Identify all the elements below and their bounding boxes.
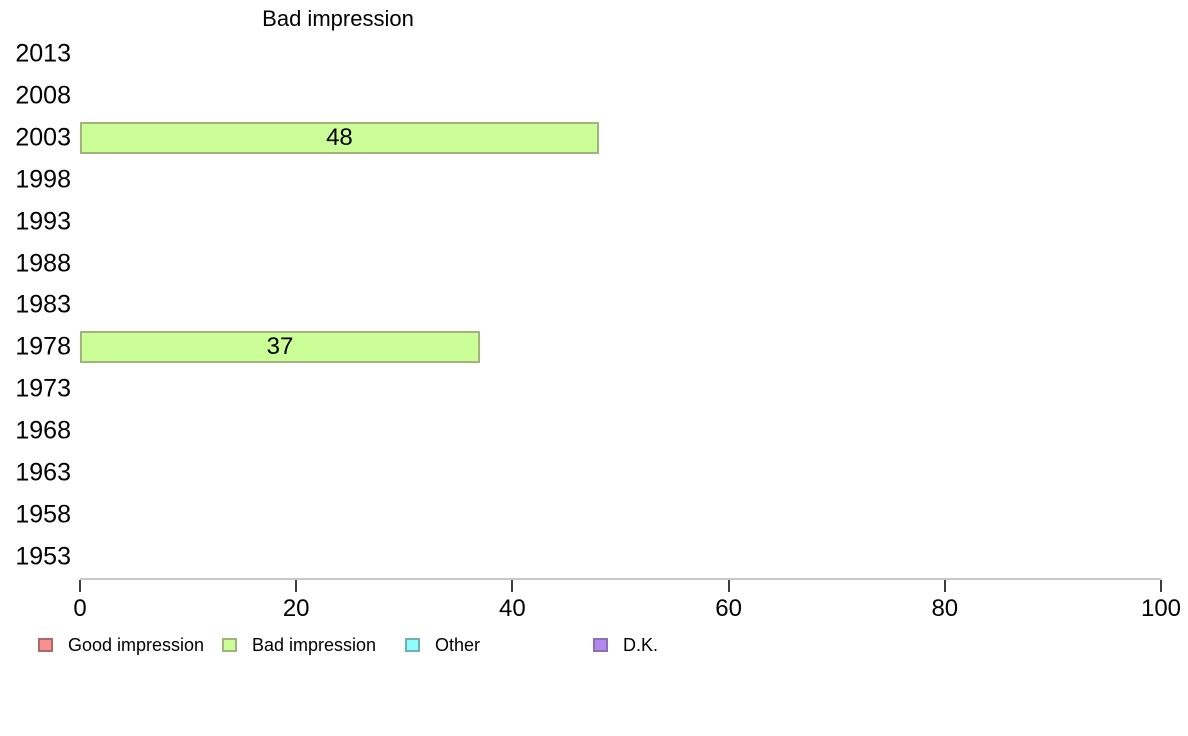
x-axis-tick-label: 60 — [715, 595, 742, 622]
legend-swatch-icon — [593, 638, 608, 652]
legend-item: Bad impression — [222, 634, 376, 656]
y-axis-label: 1963 — [15, 458, 71, 487]
legend-swatch-icon — [405, 638, 420, 652]
x-axis-tick — [295, 580, 298, 592]
chart-row: 1968 — [15, 410, 1161, 452]
x-axis: 0 20 40 60 80 100 — [73, 578, 1181, 622]
y-axis-label: 1973 — [15, 374, 71, 403]
legend-item: Other — [405, 634, 480, 656]
x-axis-tick-label: 20 — [282, 595, 310, 622]
chart-row: 1953 — [15, 536, 1161, 578]
bar-2003: 48 — [80, 121, 599, 154]
y-axis-label: 1983 — [15, 290, 71, 319]
y-axis-label: 1988 — [15, 249, 71, 278]
y-axis-label: 1993 — [15, 207, 71, 236]
x-axis-tick — [943, 580, 946, 592]
chart-row: 1958 — [15, 494, 1161, 536]
x-axis-tick — [511, 580, 514, 592]
chart-row: 1983 — [15, 285, 1161, 327]
y-axis-label: 2013 — [15, 39, 71, 68]
x-axis-tick-label: 100 — [1140, 595, 1182, 622]
legend-label: Bad impression — [252, 634, 377, 655]
legend-item: Good impression — [38, 634, 204, 656]
chart-row: 1998 — [15, 159, 1161, 201]
bar-value-label: 48 — [326, 123, 353, 151]
y-axis-label: 1953 — [15, 542, 71, 571]
legend-label: Other — [435, 634, 481, 655]
legend-label: Good impression — [68, 634, 205, 655]
legend-label: D.K. — [623, 634, 659, 655]
x-axis-tick-label: 80 — [931, 595, 959, 622]
y-axis-label: 2003 — [15, 123, 71, 152]
chart-row: 1988 — [15, 243, 1161, 285]
legend: Good impression Bad impression Other D.K. — [0, 634, 1188, 658]
legend-item: D.K. — [593, 634, 658, 656]
x-axis-tick — [79, 580, 81, 592]
chart-row: 2003 48 — [15, 117, 1161, 159]
chart-row: 1973 — [15, 368, 1161, 410]
x-axis-tick — [727, 580, 730, 592]
y-axis-label: 2008 — [15, 81, 71, 110]
chart-row: 1978 37 — [15, 326, 1161, 368]
legend-swatch-icon — [38, 638, 53, 652]
y-axis-label: 1958 — [15, 500, 71, 529]
chart-row: 2013 — [15, 33, 1161, 75]
chart-row: 2008 — [15, 75, 1161, 117]
y-axis-label: 1968 — [15, 416, 71, 445]
chart-row: 1993 — [15, 201, 1161, 243]
bar-1978: 37 — [80, 331, 480, 364]
chart-row: 1963 — [15, 452, 1161, 494]
plot-area: 2013 2008 2003 48 1998 1993 1988 1983 1978 37 1973… — [15, 33, 1161, 578]
bar-value-label: 37 — [266, 333, 294, 361]
y-axis-label: 1998 — [15, 165, 71, 194]
x-axis-tick-label: 0 — [73, 595, 87, 622]
y-axis-label: 1978 — [15, 332, 71, 361]
chart-title: Bad impression — [262, 6, 414, 31]
legend-swatch-icon — [222, 638, 237, 652]
x-axis-tick — [1160, 580, 1162, 592]
x-axis-tick-label: 40 — [499, 595, 526, 622]
